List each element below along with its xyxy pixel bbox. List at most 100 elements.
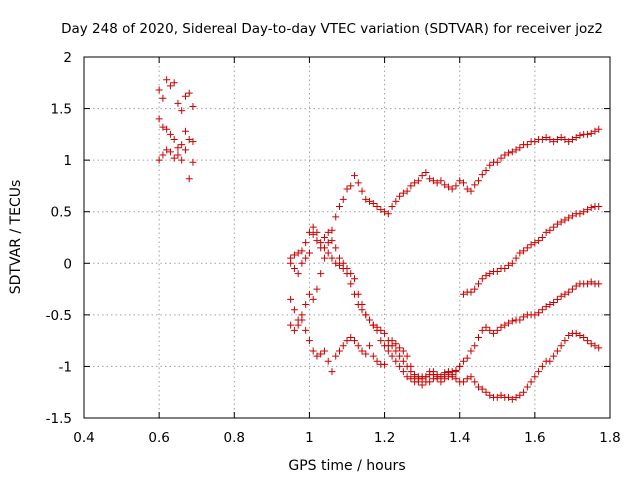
data-point bbox=[565, 331, 573, 339]
data-point bbox=[493, 268, 501, 276]
data-point bbox=[392, 197, 400, 205]
data-point bbox=[358, 187, 366, 195]
data-point bbox=[580, 334, 588, 342]
data-point bbox=[478, 171, 486, 179]
data-point bbox=[508, 148, 516, 156]
data-point bbox=[467, 187, 475, 195]
x-tick-label: 1 bbox=[305, 430, 314, 446]
x-tick-label: 1.6 bbox=[524, 430, 545, 446]
data-point bbox=[550, 298, 558, 306]
data-point bbox=[565, 214, 573, 222]
data-point bbox=[418, 172, 426, 180]
data-point bbox=[486, 391, 494, 399]
data-point bbox=[332, 259, 340, 267]
data-point bbox=[163, 125, 171, 133]
data-point bbox=[497, 323, 505, 331]
data-point bbox=[366, 316, 374, 324]
data-point bbox=[580, 208, 588, 216]
data-point bbox=[572, 133, 580, 141]
data-point bbox=[324, 239, 332, 247]
data-point bbox=[512, 393, 520, 401]
y-tick-label: -0.5 bbox=[46, 308, 72, 324]
y-tick-label: 1 bbox=[63, 153, 72, 169]
data-point bbox=[512, 254, 520, 262]
data-point bbox=[324, 228, 332, 236]
data-point bbox=[587, 278, 595, 286]
data-point bbox=[576, 131, 584, 139]
data-point bbox=[351, 172, 359, 180]
data-point bbox=[531, 311, 539, 319]
data-point bbox=[381, 329, 389, 337]
data-point bbox=[155, 86, 163, 94]
data-point bbox=[568, 136, 576, 144]
data-point bbox=[399, 189, 407, 197]
data-point bbox=[381, 208, 389, 216]
data-point bbox=[309, 223, 317, 231]
x-tick-label: 0.4 bbox=[73, 430, 94, 446]
data-point bbox=[362, 311, 370, 319]
data-point bbox=[475, 177, 482, 185]
data-point bbox=[290, 326, 298, 334]
data-point bbox=[437, 378, 445, 386]
data-point bbox=[399, 357, 407, 365]
data-point bbox=[309, 295, 317, 303]
data-point bbox=[189, 138, 197, 146]
data-point bbox=[377, 206, 385, 214]
data-point bbox=[497, 391, 505, 399]
data-point bbox=[290, 264, 298, 272]
data-point bbox=[482, 166, 490, 174]
data-point bbox=[493, 326, 501, 334]
data-point bbox=[339, 195, 347, 203]
data-point bbox=[418, 375, 426, 383]
data-point bbox=[313, 237, 321, 245]
data-point bbox=[523, 383, 531, 391]
data-point bbox=[535, 309, 543, 317]
data-point bbox=[437, 177, 445, 185]
data-point bbox=[587, 129, 595, 137]
data-point bbox=[561, 136, 569, 144]
data-point bbox=[305, 337, 313, 345]
data-point bbox=[538, 362, 546, 370]
data-point bbox=[471, 285, 479, 293]
data-point bbox=[459, 179, 467, 187]
data-point bbox=[343, 264, 351, 272]
data-point bbox=[294, 249, 302, 257]
data-point bbox=[287, 295, 295, 303]
data-point bbox=[181, 92, 189, 100]
data-point bbox=[343, 185, 351, 193]
data-point bbox=[343, 337, 351, 345]
data-point bbox=[181, 146, 189, 154]
data-point bbox=[166, 130, 174, 138]
data-point bbox=[523, 244, 531, 252]
plot-frame bbox=[83, 56, 611, 419]
data-point bbox=[290, 306, 298, 314]
data-point bbox=[426, 378, 434, 386]
data-point bbox=[512, 146, 520, 154]
data-point bbox=[523, 141, 531, 149]
series-track-d bbox=[287, 316, 603, 403]
data-point bbox=[351, 275, 359, 283]
data-point bbox=[309, 347, 317, 355]
data-point bbox=[178, 107, 186, 115]
data-point bbox=[381, 360, 389, 368]
data-point bbox=[561, 216, 569, 224]
data-point bbox=[475, 334, 482, 342]
data-point bbox=[384, 342, 392, 350]
data-point bbox=[557, 218, 565, 226]
data-point bbox=[185, 89, 193, 97]
data-point bbox=[320, 254, 328, 262]
data-point bbox=[189, 158, 197, 166]
data-point bbox=[520, 247, 528, 255]
data-point bbox=[471, 378, 479, 386]
data-point bbox=[433, 375, 441, 383]
data-point bbox=[369, 321, 377, 329]
data-point bbox=[305, 249, 313, 257]
data-point bbox=[305, 290, 313, 298]
data-point bbox=[531, 373, 539, 381]
data-point bbox=[403, 373, 411, 381]
y-axis-label: SDTVAR / TECUs bbox=[8, 180, 24, 295]
data-point bbox=[444, 183, 452, 191]
data-point bbox=[403, 352, 411, 360]
data-point bbox=[320, 234, 328, 241]
